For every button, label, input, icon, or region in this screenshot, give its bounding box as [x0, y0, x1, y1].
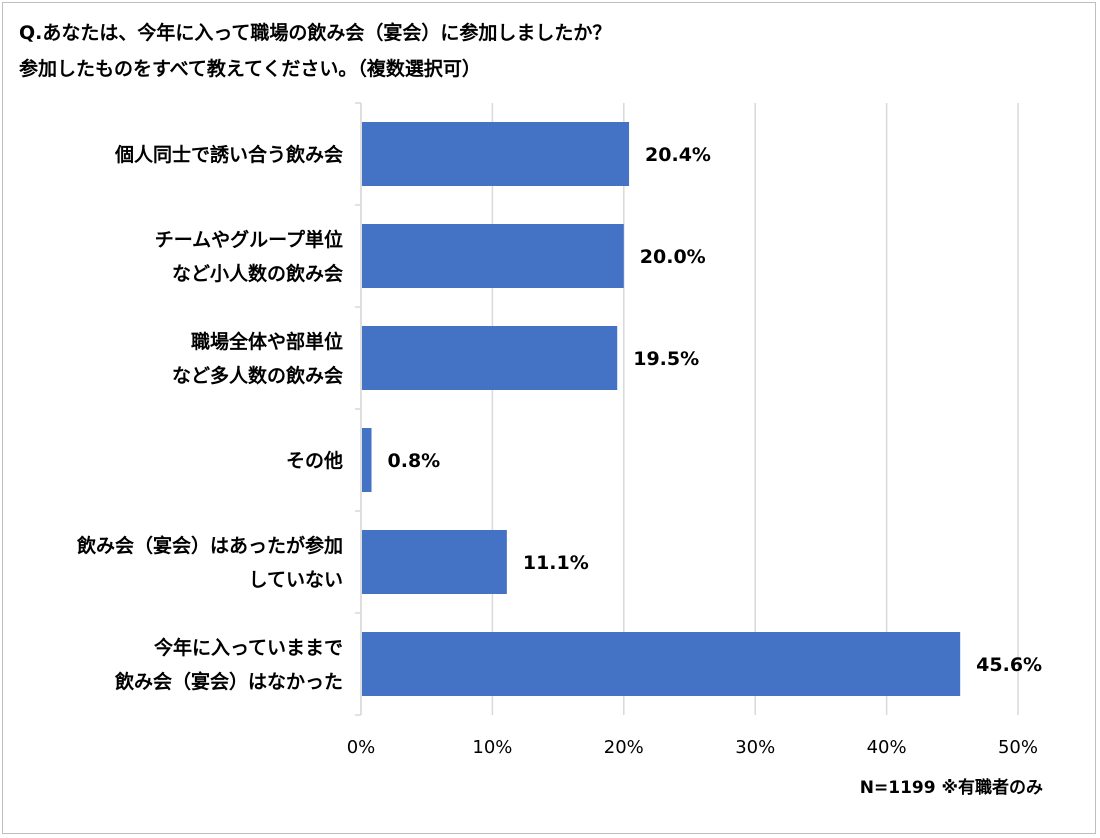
category-label: など小人数の飲み会: [172, 262, 343, 285]
category-label: その他: [286, 449, 343, 472]
value-label: 20.0%: [640, 246, 706, 268]
bar-chart: Q.あなたは、今年に入って職場の飲み会（宴会）に参加しましたか？ 参加したものをす…: [19, 21, 1043, 798]
x-axis-ticks: 0% 10% 20% 30% 40% 50%: [347, 737, 1038, 758]
footnote: N=1199 ※有職者のみ: [860, 777, 1043, 798]
bar: [362, 326, 618, 390]
category-label: 飲み会（宴会）はあったが参加: [76, 534, 343, 557]
bars: [362, 122, 961, 696]
value-labels: 20.4% 20.0% 19.5% 0.8% 11.1% 45.6%: [388, 144, 1043, 676]
category-label: チームやグループ単位: [155, 228, 343, 251]
x-tick-label: 10%: [472, 737, 512, 758]
x-tick-label: 0%: [347, 737, 376, 758]
bar: [362, 224, 624, 288]
category-label: 飲み会（宴会）はなかった: [114, 670, 343, 693]
category-label: していない: [249, 569, 343, 591]
category-label: 個人同士で誘い合う飲み会: [114, 143, 343, 166]
category-label: 今年に入っていままで: [153, 636, 343, 659]
value-label: 20.4%: [645, 144, 711, 166]
chart-title-line: Q.あなたは、今年に入って職場の飲み会（宴会）に参加しましたか？: [19, 21, 611, 44]
category-label: 職場全体や部単位: [191, 330, 343, 353]
gridlines: [355, 102, 1019, 716]
bar: [362, 530, 507, 594]
chart-title: Q.あなたは、今年に入って職場の飲み会（宴会）に参加しましたか？ 参加したものをす…: [19, 21, 611, 80]
x-tick-label: 50%: [998, 737, 1038, 758]
value-label: 11.1%: [523, 552, 589, 574]
category-labels: 個人同士で誘い合う飲み会チームやグループ単位など小人数の飲み会職場全体や部単位な…: [76, 143, 343, 693]
chart-title-line: 参加したものをすべて教えてください。（複数選択可）: [19, 57, 481, 80]
bar: [362, 428, 372, 492]
value-label: 45.6%: [976, 654, 1042, 676]
value-label: 0.8%: [388, 450, 441, 472]
category-label: など多人数の飲み会: [172, 364, 343, 387]
bar: [362, 632, 961, 696]
x-tick-label: 40%: [867, 737, 907, 758]
value-label: 19.5%: [633, 348, 699, 370]
x-tick-label: 30%: [735, 737, 775, 758]
bar: [362, 122, 630, 186]
x-tick-label: 20%: [604, 737, 644, 758]
